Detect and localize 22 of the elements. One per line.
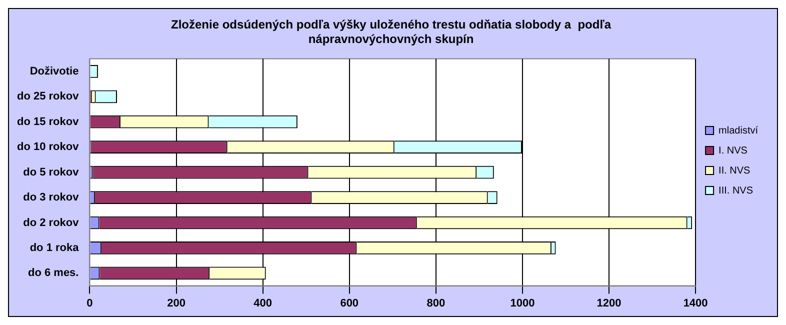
x-tick-label: 0 [86, 297, 93, 310]
y-tick-label: do 6 mes. [28, 267, 79, 280]
x-tick-label: 1000 [510, 297, 535, 310]
y-tick-label: do 10 rokov [16, 141, 80, 154]
y-tick-label: do 1 roka [30, 242, 80, 254]
x-tick-label: 1400 [683, 297, 708, 310]
y-tick-label: do 2 rokov [23, 216, 80, 229]
x-tick-label: 400 [254, 297, 272, 310]
x-tick-label: 200 [167, 297, 186, 310]
y-tick-label: do 25 rokov [16, 90, 80, 103]
legend-label: II. NVS [718, 165, 751, 176]
x-tick-label: 600 [340, 297, 359, 310]
legend-label: I. NVS [718, 145, 748, 156]
y-tick-label: do 5 rokov [23, 166, 80, 178]
chart-title: Zloženie odsúdených podľa výšky uloženého trestu odňatia slobody a podľa nápravnovýchovných skupín [171, 18, 612, 46]
x-tick-label: 800 [426, 297, 446, 310]
legend-label: mladiství [718, 125, 758, 136]
x-tick-label: 1200 [596, 297, 622, 310]
y-tick-label: do 15 rokov [16, 116, 80, 128]
y-tick-label: do 3 rokov [23, 192, 80, 204]
y-tick-label: Doživotie [30, 65, 79, 78]
legend-label: III. NVS [718, 185, 754, 196]
